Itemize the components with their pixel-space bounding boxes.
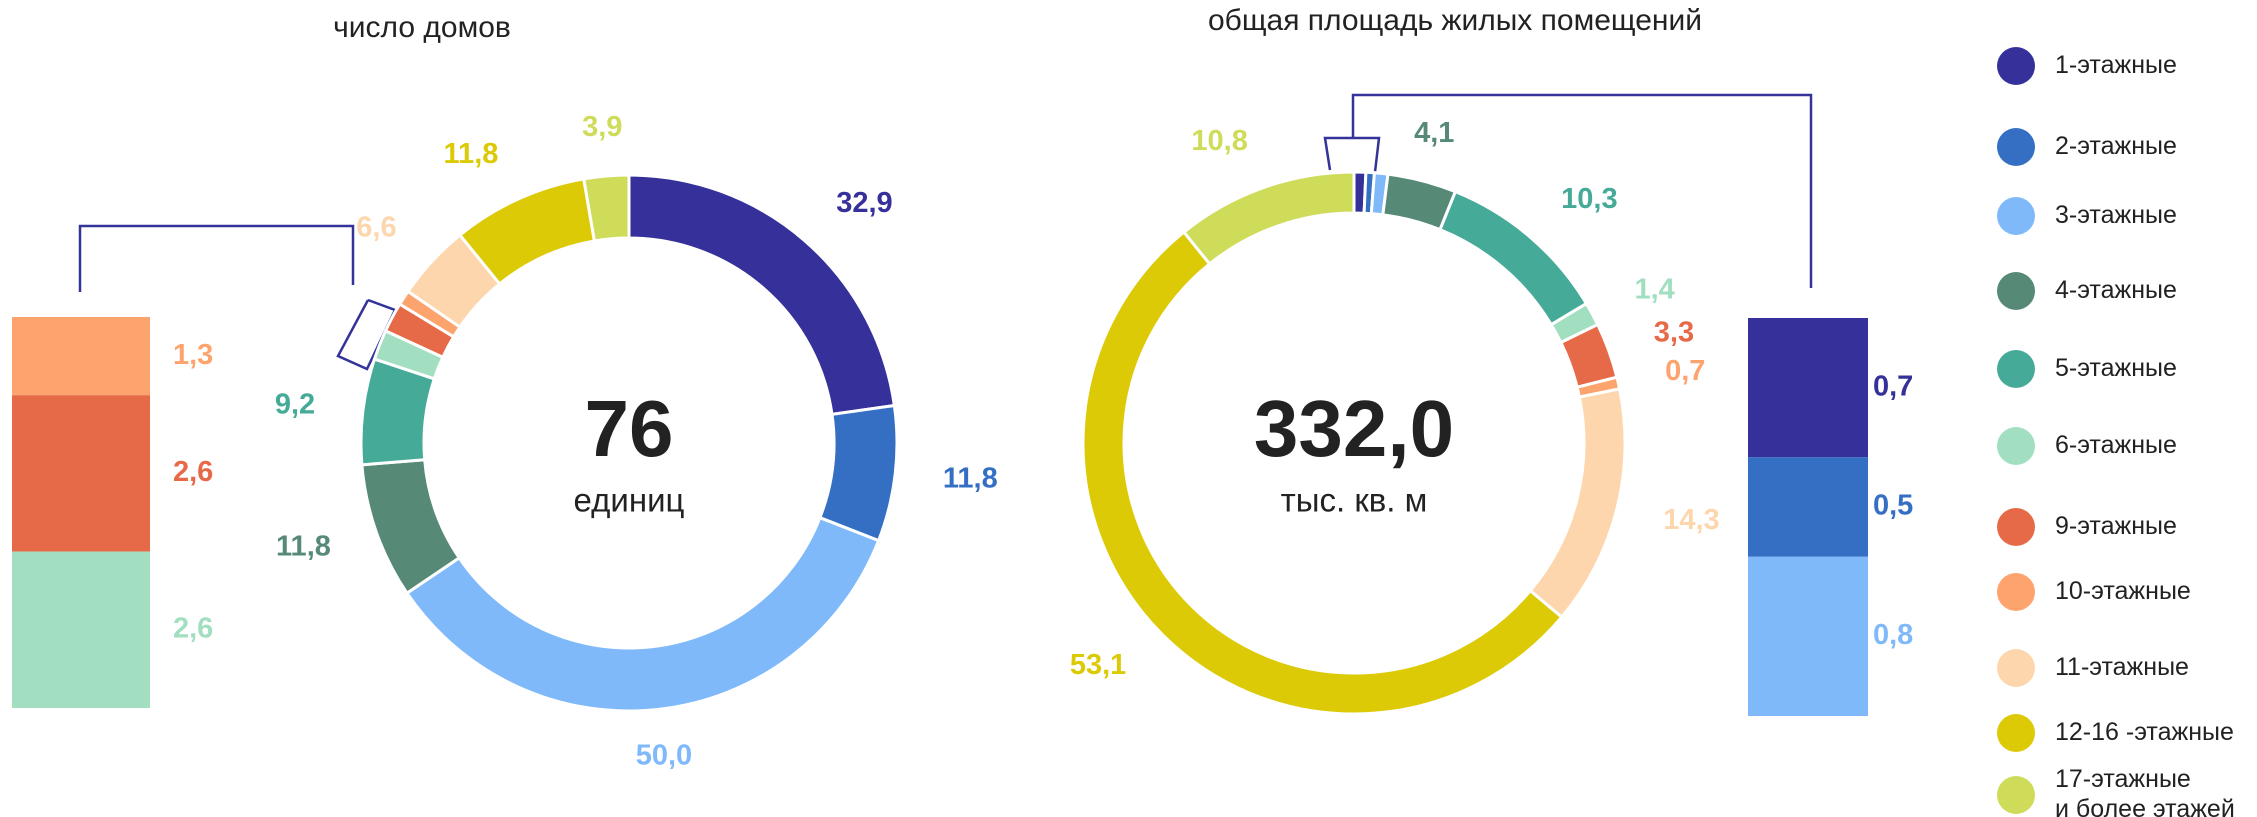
legend-swatch [1997, 427, 2035, 465]
center-unit: единиц [574, 482, 685, 519]
value-label: 3,9 [582, 111, 622, 143]
stack-label: 0,7 [1873, 370, 1913, 402]
stack-segment [1748, 318, 1868, 458]
legend-label: 12-16 -этажные [2055, 718, 2234, 746]
legend-label: 4-этажные [2055, 276, 2177, 304]
legend-label: 11-этажные [2055, 653, 2189, 681]
chart-title: общая площадь жилых помещений [1208, 4, 1702, 37]
value-label: 11,8 [943, 462, 998, 494]
value-label: 1,4 [1635, 274, 1675, 306]
value-label: 6,6 [356, 212, 396, 244]
legend-line: 11-этажные [2055, 653, 2189, 681]
value-label: 3,3 [1654, 317, 1694, 349]
value-label: 53,1 [1070, 649, 1126, 681]
legend-label: 6-этажные [2055, 431, 2177, 459]
value-label: 32,9 [836, 187, 892, 219]
stack-label: 2,6 [173, 612, 213, 644]
stack-segment [12, 551, 150, 708]
legend-swatch [1997, 573, 2035, 611]
stack-label: 0,8 [1873, 619, 1913, 651]
donut-slice [582, 173, 631, 243]
chart-title: число домов [333, 11, 511, 44]
donut-slice [404, 515, 881, 713]
donut-slice [817, 403, 899, 543]
legend-swatch [1997, 649, 2035, 687]
stack-segment [1748, 457, 1868, 557]
value-label: 14,3 [1663, 504, 1719, 536]
legend-label: 5-этажные [2055, 354, 2177, 382]
stack-segment [12, 317, 150, 396]
legend-line: 9-этажные [2055, 512, 2177, 540]
legend-swatch [1997, 128, 2035, 166]
value-label: 4,1 [1414, 117, 1454, 149]
legend-swatch [1997, 350, 2035, 388]
legend-label: 9-этажные [2055, 512, 2177, 540]
legend-line: 10-этажные [2055, 577, 2191, 605]
value-label: 10,8 [1191, 125, 1247, 157]
connector-bracket [1323, 136, 1381, 173]
connector [1351, 93, 1813, 288]
value-label: 9,2 [275, 388, 315, 420]
legend-line: 12-16 -этажные [2055, 718, 2234, 746]
value-label: 10,3 [1561, 183, 1617, 215]
center-value: 332,0 [1254, 384, 1454, 473]
legend-label: 3-этажные [2055, 201, 2177, 229]
value-label: 0,7 [1665, 355, 1705, 387]
legend-line: 3-этажные [2055, 201, 2177, 229]
legend-label: 17-этажные и более этажей [2055, 765, 2235, 817]
value-label: 11,8 [444, 138, 499, 170]
legend-swatch [1997, 272, 2035, 310]
legend-swatch [1997, 508, 2035, 546]
stack-label: 0,5 [1873, 490, 1913, 522]
legend-swatch [1997, 776, 2035, 814]
stack-segment [12, 395, 150, 552]
legend-swatch [1997, 197, 2035, 235]
legend-line: 17-этажные [2055, 765, 2191, 793]
connector-bracket [336, 298, 397, 371]
legend-line: 6-этажные [2055, 431, 2177, 459]
legend-line: и более этажей [2055, 795, 2235, 817]
donut-slice [1528, 387, 1627, 620]
legend-label: 10-этажные [2055, 577, 2191, 605]
value-label: 50,0 [636, 740, 692, 772]
stack-segment [1748, 556, 1868, 716]
donut-slice [1081, 229, 1564, 716]
legend-label: 2-этажные [2055, 132, 2177, 160]
stack-label: 1,3 [173, 339, 213, 371]
donut-slice [1181, 170, 1356, 267]
center-unit: тыс. кв. м [1281, 482, 1428, 519]
legend-line: 4-этажные [2055, 276, 2177, 304]
value-label: 11,8 [276, 530, 331, 562]
legend-swatch [1997, 47, 2035, 85]
legend-line: 2-этажные [2055, 132, 2177, 160]
legend-swatch [1997, 714, 2035, 752]
stack-label: 2,6 [173, 456, 213, 488]
legend-line: 5-этажные [2055, 354, 2177, 382]
connector [78, 224, 355, 292]
center-value: 76 [585, 384, 674, 473]
legend-label: 1-этажные [2055, 51, 2177, 79]
legend-line: 1-этажные [2055, 51, 2177, 79]
